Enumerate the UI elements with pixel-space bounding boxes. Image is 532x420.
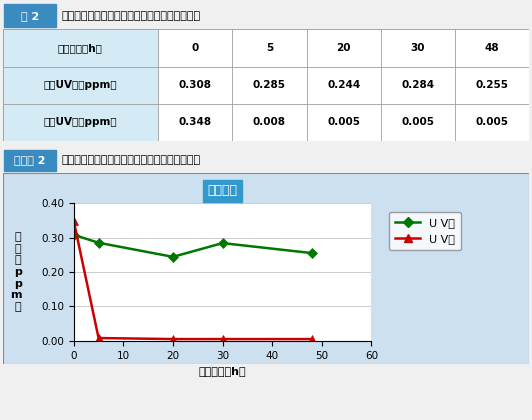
Text: 0.284: 0.284 xyxy=(401,80,435,90)
Text: 濃度UV無（ppm）: 濃度UV無（ppm） xyxy=(44,80,117,90)
Bar xyxy=(381,66,455,104)
Bar xyxy=(381,104,455,141)
Legend: U V無, U V有: U V無, U V有 xyxy=(389,212,461,250)
Bar xyxy=(232,29,306,66)
Text: 表 2: 表 2 xyxy=(21,11,39,21)
Text: 濃度UV有（ppm）: 濃度UV有（ppm） xyxy=(44,117,117,127)
Bar xyxy=(4,150,56,171)
Text: 20: 20 xyxy=(336,43,351,53)
Text: 0.005: 0.005 xyxy=(327,117,360,127)
Bar xyxy=(158,104,232,141)
Text: 0.008: 0.008 xyxy=(253,117,286,127)
Bar xyxy=(158,66,232,104)
Text: トルエンに対するトリニティー吸着・分解特性: トルエンに対するトリニティー吸着・分解特性 xyxy=(62,11,201,21)
Text: 48: 48 xyxy=(485,43,500,53)
Bar xyxy=(3,104,158,141)
Text: 30: 30 xyxy=(411,43,425,53)
Bar xyxy=(3,66,158,104)
Bar xyxy=(3,29,158,66)
Bar xyxy=(232,104,306,141)
Bar xyxy=(455,66,529,104)
Text: 5: 5 xyxy=(266,43,273,53)
Text: 0.348: 0.348 xyxy=(179,117,212,127)
Text: 0.255: 0.255 xyxy=(476,80,509,90)
Text: トルエン: トルエン xyxy=(207,184,238,197)
Bar xyxy=(232,66,306,104)
Text: 0.244: 0.244 xyxy=(327,80,360,90)
Text: 0.285: 0.285 xyxy=(253,80,286,90)
Bar xyxy=(306,66,381,104)
Y-axis label: 濃
度
（
p
p
m
）: 濃 度 （ p p m ） xyxy=(10,232,22,312)
Bar xyxy=(306,29,381,66)
X-axis label: 経過時間（h）: 経過時間（h） xyxy=(199,366,246,376)
Bar xyxy=(158,29,232,66)
Text: 0.308: 0.308 xyxy=(179,80,212,90)
Bar xyxy=(4,4,56,27)
Text: トルエンに対するトリニティー吸着・分解特性: トルエンに対するトリニティー吸着・分解特性 xyxy=(62,155,201,165)
Bar xyxy=(381,29,455,66)
Text: 0.005: 0.005 xyxy=(402,117,435,127)
Bar xyxy=(455,104,529,141)
Bar xyxy=(455,29,529,66)
Text: 経過時間（h）: 経過時間（h） xyxy=(58,43,103,53)
Text: 0: 0 xyxy=(192,43,199,53)
Text: グラフ 2: グラフ 2 xyxy=(14,155,46,165)
Bar xyxy=(306,104,381,141)
Text: 0.005: 0.005 xyxy=(476,117,509,127)
